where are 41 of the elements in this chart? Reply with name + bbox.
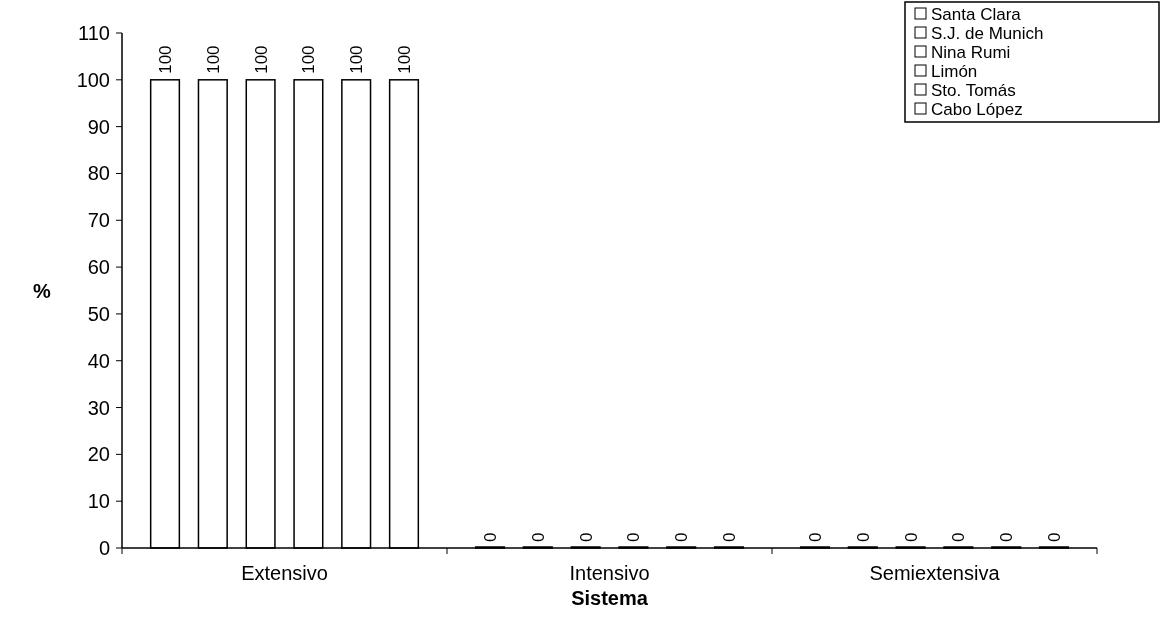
x-tick-label: Intensivo <box>569 562 650 584</box>
legend-label: Nina Rumi <box>931 42 1011 62</box>
data-label: 0 <box>672 532 692 542</box>
legend-label: Santa Clara <box>931 4 1022 24</box>
data-label: 100 <box>203 45 223 74</box>
legend-label: Limón <box>931 61 978 81</box>
data-label: 0 <box>997 532 1017 542</box>
x-tick-label: Extensivo <box>241 562 328 584</box>
y-tick-label: 90 <box>87 115 110 138</box>
data-label: 100 <box>347 45 367 74</box>
data-label: 0 <box>949 532 969 542</box>
data-label: 100 <box>251 45 271 74</box>
y-tick-label: 80 <box>87 162 110 185</box>
x-tick-label: Semiextensiva <box>869 562 1001 584</box>
data-label: 0 <box>853 532 873 542</box>
y-tick-label: 40 <box>87 349 110 372</box>
y-tick-label: 50 <box>87 302 110 325</box>
y-tick-label: 60 <box>87 256 110 279</box>
data-label: 0 <box>805 532 825 542</box>
y-tick-label: 70 <box>87 209 110 232</box>
data-label: 0 <box>480 532 500 542</box>
legend-label: S.J. de Munich <box>931 23 1044 43</box>
data-label: 100 <box>299 45 319 74</box>
data-label: 0 <box>528 532 548 542</box>
data-label: 0 <box>624 532 644 542</box>
data-label: 100 <box>155 45 175 74</box>
legend-label: Sto. Tomás <box>931 80 1016 100</box>
data-label: 0 <box>576 532 596 542</box>
y-tick-label: 20 <box>87 443 110 466</box>
data-label: 0 <box>901 532 921 542</box>
data-label: 100 <box>394 45 414 74</box>
y-tick-label: 110 <box>78 22 110 44</box>
y-tick-label: 0 <box>98 537 110 559</box>
data-label: 0 <box>719 532 739 542</box>
legend-label: Cabo López <box>931 99 1023 119</box>
y-tick-label: 30 <box>87 396 110 419</box>
x-axis-title: Sistema <box>571 587 649 609</box>
y-axis-title: % <box>33 279 52 302</box>
y-tick-label: 100 <box>76 68 110 91</box>
y-tick-label: 10 <box>87 490 110 513</box>
data-label: 0 <box>1044 532 1064 542</box>
